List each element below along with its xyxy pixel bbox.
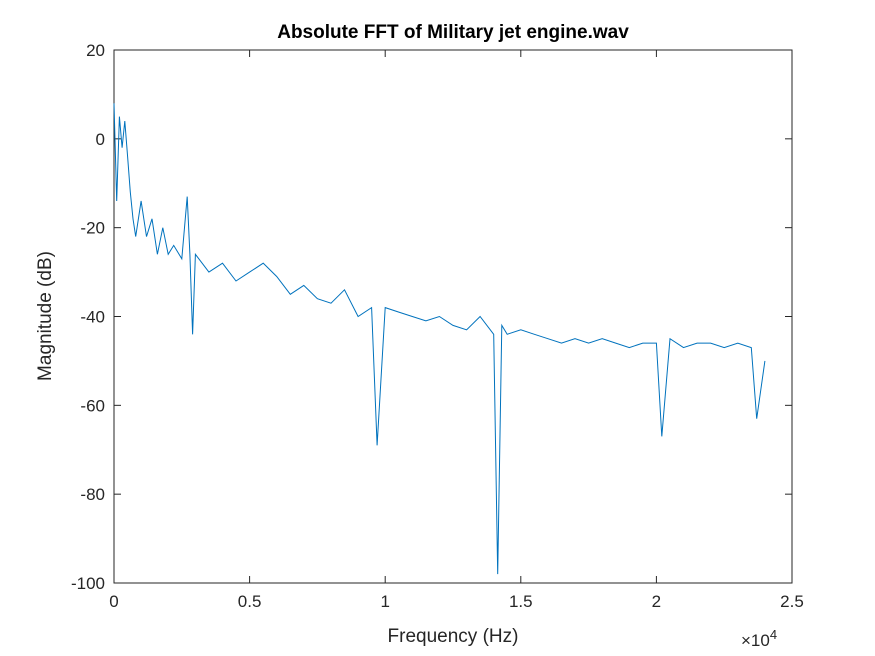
x-axis-exponent: ×104	[741, 627, 777, 650]
x-axis-label: Frequency (Hz)	[388, 626, 519, 647]
x-tick-label: 2	[652, 592, 661, 611]
svg-text:×104: ×104	[741, 627, 777, 650]
plot-area	[113, 49, 793, 584]
chart-title: Absolute FFT of Military jet engine.wav	[277, 22, 629, 43]
y-tick-label: 20	[86, 41, 105, 60]
x-tick-label: 2.5	[780, 592, 804, 611]
x-exponent-base: ×10	[741, 631, 770, 650]
x-tick-label: 0	[109, 592, 118, 611]
series-line	[113, 103, 766, 575]
y-tick-label: 0	[96, 130, 105, 149]
x-tick-label: 0.5	[238, 592, 262, 611]
y-tick-label: -60	[80, 396, 105, 415]
y-tick-label: -80	[80, 485, 105, 504]
y-tick-label: -100	[71, 574, 105, 593]
x-exponent-power: 4	[770, 627, 777, 642]
x-tick-label: 1.5	[509, 592, 533, 611]
x-tick-label: 1	[380, 592, 389, 611]
y-axis: 20 0 -20 -40 -60 -80 -100	[71, 41, 792, 593]
y-tick-label: -20	[80, 219, 105, 238]
x-axis: 0 0.5 1 1.5 2 2.5	[109, 50, 804, 611]
y-tick-label: -40	[80, 308, 105, 327]
y-axis-label: Magnitude (dB)	[35, 251, 56, 381]
